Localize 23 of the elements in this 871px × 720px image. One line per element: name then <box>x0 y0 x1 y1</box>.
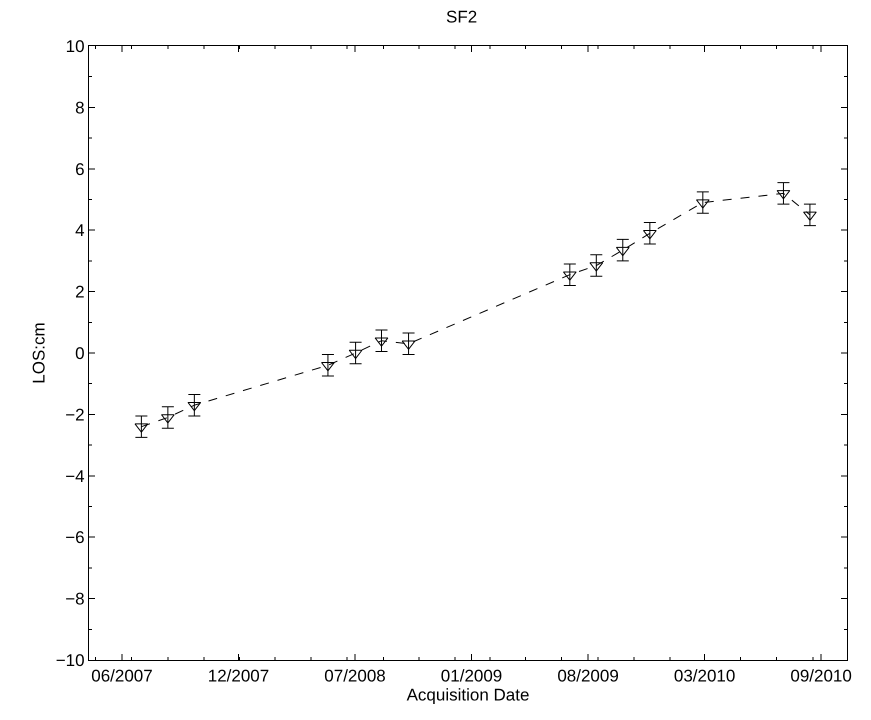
chart-title: SF2 <box>446 8 478 27</box>
y-tick-label: −2 <box>65 405 85 424</box>
y-tick-label: 2 <box>75 282 85 302</box>
y-tick-label: 0 <box>75 344 85 363</box>
x-tick-label: 08/2009 <box>557 666 619 686</box>
x-tick-label: 12/2007 <box>208 666 270 686</box>
x-axis-title: Acquisition Date <box>406 685 530 704</box>
x-tick-label: 06/2007 <box>91 666 153 686</box>
x-tick-label: 09/2010 <box>790 666 852 686</box>
point <box>134 423 148 433</box>
y-axis-title: LOS:cm <box>29 322 48 384</box>
x-tick-label: 01/2009 <box>440 666 502 686</box>
y-tick-label: −10 <box>56 650 85 670</box>
x-tick-label: 03/2010 <box>674 666 736 686</box>
y-tick-label: 8 <box>75 98 85 118</box>
x-tick-label: 07/2008 <box>324 666 386 686</box>
y-tick-label: 6 <box>75 160 85 179</box>
y-tick-label: −8 <box>65 590 85 609</box>
point <box>374 337 388 347</box>
y-tick-label: −6 <box>65 528 85 548</box>
y-tick-label: 10 <box>66 36 85 56</box>
y-tick-label: 4 <box>75 221 85 240</box>
y-tick-label: −4 <box>65 466 85 486</box>
